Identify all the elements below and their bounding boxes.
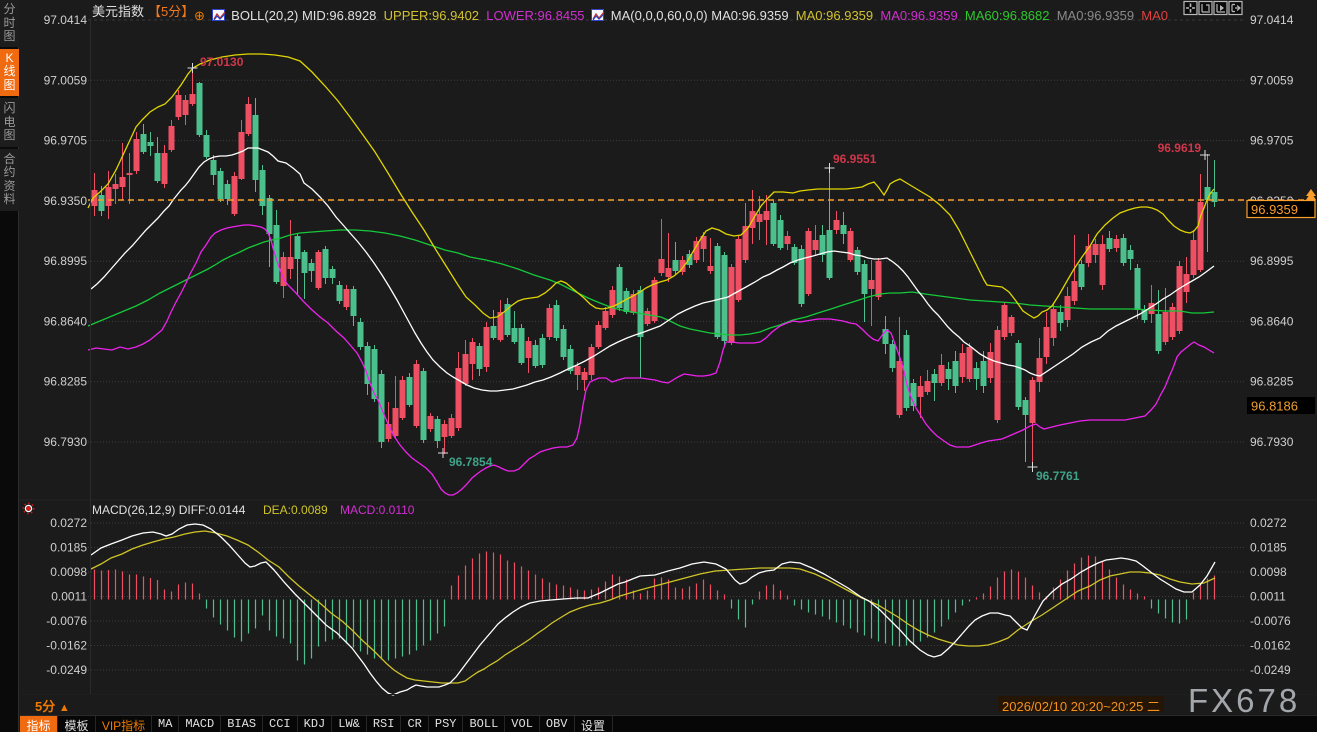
svg-text:-0.0162: -0.0162: [1250, 639, 1291, 653]
svg-text:96.8640: 96.8640: [1250, 314, 1294, 328]
svg-text:96.8285: 96.8285: [44, 375, 88, 389]
svg-text:96.8995: 96.8995: [44, 254, 88, 268]
svg-text:97.0130: 97.0130: [200, 55, 244, 69]
svg-text:96.9619: 96.9619: [1158, 141, 1202, 155]
svg-text:96.7930: 96.7930: [44, 435, 88, 449]
svg-text:97.0414: 97.0414: [1250, 13, 1294, 27]
svg-text:0.0272: 0.0272: [1250, 516, 1287, 530]
svg-text:96.7930: 96.7930: [1250, 435, 1294, 449]
svg-text:96.9359: 96.9359: [1251, 202, 1298, 217]
svg-text:-0.0076: -0.0076: [46, 614, 87, 628]
svg-text:-0.0249: -0.0249: [46, 663, 87, 677]
svg-text:96.8640: 96.8640: [44, 314, 88, 328]
svg-text:-0.0162: -0.0162: [46, 639, 87, 653]
svg-text:96.9705: 96.9705: [44, 134, 88, 148]
svg-text:97.0059: 97.0059: [1250, 73, 1294, 87]
svg-text:96.7854: 96.7854: [449, 455, 493, 469]
svg-text:DEA:0.0089: DEA:0.0089: [263, 503, 328, 517]
svg-text:0.0185: 0.0185: [1250, 541, 1287, 555]
svg-text:MACD(26,12,9) DIFF:0.0144: MACD(26,12,9) DIFF:0.0144: [92, 503, 246, 517]
svg-text:96.9350: 96.9350: [44, 194, 88, 208]
svg-text:0.0272: 0.0272: [50, 516, 87, 530]
svg-text:MACD:0.0110: MACD:0.0110: [340, 503, 415, 517]
svg-text:97.0059: 97.0059: [44, 73, 88, 87]
svg-text:96.8186: 96.8186: [1251, 399, 1298, 414]
svg-text:96.9705: 96.9705: [1250, 134, 1294, 148]
svg-text:0.0011: 0.0011: [1250, 590, 1286, 604]
svg-text:96.7761: 96.7761: [1036, 469, 1080, 483]
svg-text:96.9551: 96.9551: [833, 152, 877, 166]
svg-text:0.0185: 0.0185: [50, 541, 87, 555]
svg-text:-0.0076: -0.0076: [1250, 614, 1291, 628]
svg-text:0.0011: 0.0011: [51, 590, 87, 604]
svg-text:96.8285: 96.8285: [1250, 375, 1294, 389]
svg-text:-0.0249: -0.0249: [1250, 663, 1291, 677]
svg-text:0.0098: 0.0098: [1250, 565, 1287, 579]
svg-text:96.8995: 96.8995: [1250, 254, 1294, 268]
svg-text:0.0098: 0.0098: [50, 565, 87, 579]
svg-text:97.0414: 97.0414: [44, 13, 88, 27]
